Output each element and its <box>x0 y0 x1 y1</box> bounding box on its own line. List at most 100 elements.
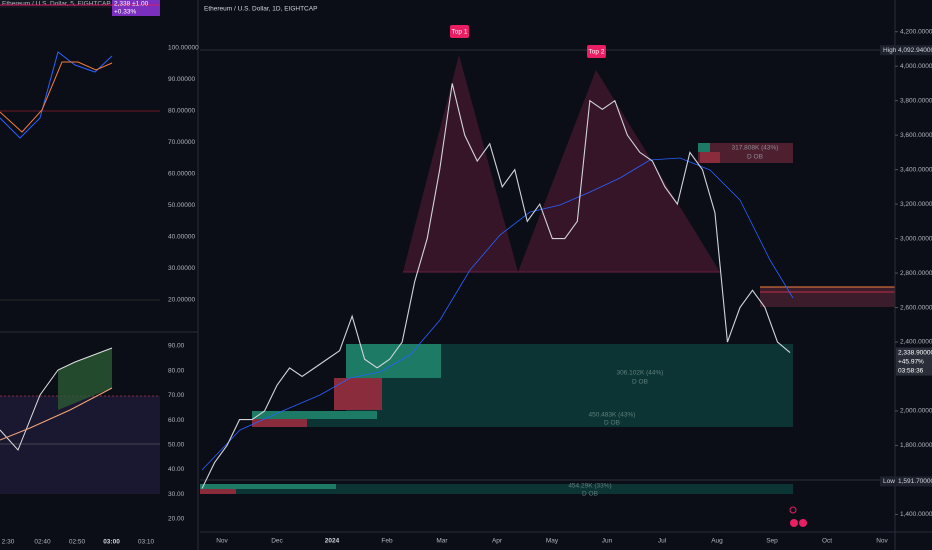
order-block <box>200 484 793 494</box>
x-tick-label: 03:00 <box>103 539 120 546</box>
osc-line <box>0 387 113 441</box>
tag: High <box>883 47 897 54</box>
x-tick-label: 02:50 <box>69 539 86 546</box>
y-tick-label: 2,000.00000 <box>900 408 932 415</box>
x-tick-label: Oct <box>822 538 832 545</box>
y-tick-label: 3,200.00000 <box>900 201 932 208</box>
x-tick-label: Jul <box>658 538 667 545</box>
x-tick-label: Apr <box>492 538 503 545</box>
x-tick-label: Nov <box>216 538 228 545</box>
badge <box>450 25 469 38</box>
price-tag <box>112 0 160 16</box>
badge <box>587 45 606 58</box>
left-price: 2,338 ±1.00 <box>114 1 149 8</box>
y-tick-label: 3,400.00000 <box>900 166 932 173</box>
y-tick-label: 4,200.00000 <box>900 28 932 35</box>
x-tick-label: May <box>546 538 559 545</box>
price-label: 4,092.94000 <box>898 47 932 54</box>
y-tick-label: 90.00 <box>168 343 185 350</box>
icon[interactable] <box>790 519 798 527</box>
ob-label: D OB <box>747 154 763 161</box>
zone <box>760 287 895 307</box>
pattern <box>518 70 720 272</box>
y-tick-label: 70.00000 <box>168 139 195 146</box>
osc-line <box>0 61 113 133</box>
x-tick-label: 02:40 <box>34 539 51 546</box>
left-change: +0.33% <box>114 9 136 16</box>
y-tick-label: 40.00 <box>168 466 185 473</box>
y-tick-label: 100.00000 <box>168 45 199 52</box>
y-tick-label: 90.00000 <box>168 76 195 83</box>
x-tick-label: 2:30 <box>2 539 15 546</box>
zone <box>0 396 160 494</box>
y-tick-label: 4,000.00000 <box>900 63 932 70</box>
x-tick-label: Sep <box>766 538 778 545</box>
y-tick-label: 80.00000 <box>168 108 195 115</box>
chart-title: Ethereum / U.S. Dollar, 1D, EIGHTCAP <box>204 6 317 13</box>
y-tick-label: 40.00000 <box>168 234 195 241</box>
y-tick-label: 1,400.00000 <box>900 511 932 518</box>
annotation: Top 2 <box>589 49 605 56</box>
y-tick-label: 50.00000 <box>168 202 195 209</box>
osc-line <box>0 347 113 451</box>
price-label-bg <box>896 45 932 56</box>
y-tick-label: 2,600.00000 <box>900 304 932 311</box>
y-tick-label: 50.00 <box>168 442 185 449</box>
order-block <box>252 411 377 419</box>
order-block <box>252 411 793 427</box>
order-block <box>200 484 336 489</box>
ob-label: D OB <box>582 491 598 498</box>
moving-average <box>201 157 794 471</box>
annotation: Top 1 <box>452 29 468 36</box>
price-label-bg <box>896 476 932 487</box>
y-tick-label: 30.00000 <box>168 265 195 272</box>
y-tick-label: 60.00 <box>168 417 185 424</box>
x-tick-label: Aug <box>711 538 723 545</box>
current-change: +45.97% <box>898 358 924 365</box>
fill-area <box>58 348 112 410</box>
y-tick-label: 60.00000 <box>168 171 195 178</box>
x-tick-label: Mar <box>436 538 448 545</box>
left-title: Ethereum / U.S. Dollar, 5, EIGHTCAP <box>2 1 111 8</box>
icon[interactable] <box>799 519 807 527</box>
y-tick-label: 20.00 <box>168 516 185 523</box>
order-block <box>252 419 307 427</box>
y-tick-label: 30.00 <box>168 491 185 498</box>
countdown: 03:58:36 <box>898 367 924 374</box>
y-tick-label: 70.00 <box>168 392 185 399</box>
x-tick-label: Nov <box>876 538 888 545</box>
y-tick-label: 3,800.00000 <box>900 97 932 104</box>
order-block <box>698 143 710 152</box>
price-line <box>201 83 791 489</box>
y-tick-label: 1,800.00000 <box>900 442 932 449</box>
icon <box>789 506 797 514</box>
order-block <box>334 378 382 410</box>
y-tick-label: 20.00000 <box>168 297 195 304</box>
x-tick-label: 2024 <box>325 538 340 545</box>
x-tick-label: 03:10 <box>138 539 155 546</box>
ob-label: D OB <box>632 379 648 386</box>
current-bg <box>896 347 932 376</box>
order-block <box>700 152 720 163</box>
x-tick-label: Jun <box>602 538 613 545</box>
ob-volume: 454.29K (33%) <box>568 483 611 490</box>
order-block <box>698 143 793 163</box>
order-block <box>200 489 236 494</box>
tag-bg <box>880 45 896 56</box>
order-block <box>346 344 441 378</box>
pattern <box>403 55 518 272</box>
x-tick-label: Dec <box>271 538 283 545</box>
ob-label: D OB <box>604 420 620 427</box>
x-tick-label: Feb <box>381 538 393 545</box>
tag-bg <box>880 476 896 487</box>
current-price: 2,338.90000 <box>898 349 932 356</box>
y-tick-label: 2,800.00000 <box>900 270 932 277</box>
ob-volume: 306.102K (44%) <box>617 370 664 377</box>
y-tick-label: 3,000.00000 <box>900 235 932 242</box>
y-tick-label: 80.00 <box>168 367 185 374</box>
tag: Low <box>883 478 895 485</box>
y-tick-label: 2,400.00000 <box>900 339 932 346</box>
header <box>0 0 160 8</box>
ob-volume: 450.483K (43%) <box>589 412 636 419</box>
